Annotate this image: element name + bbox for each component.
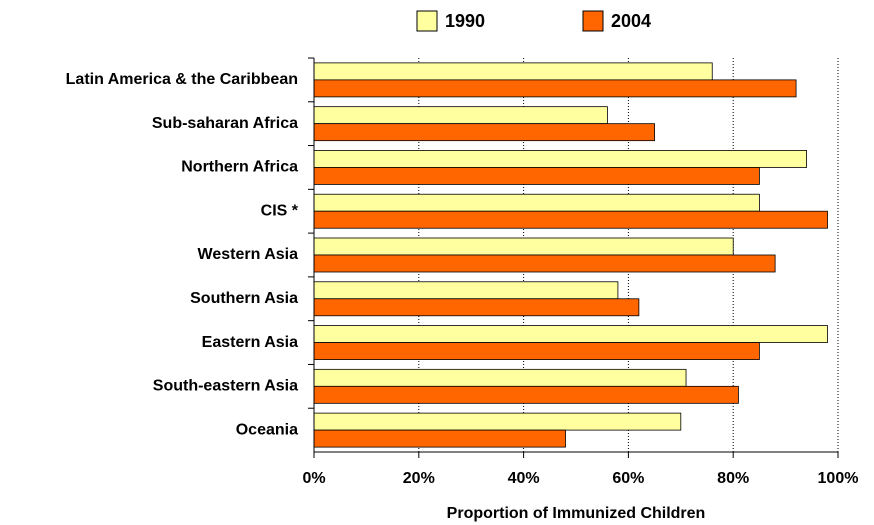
bar [313, 325, 828, 343]
y-tick-label: Western Asia [198, 246, 299, 263]
bar [313, 150, 807, 168]
bar [313, 193, 760, 212]
bar [313, 237, 734, 256]
legend-swatch [416, 10, 438, 32]
legend-label: 1990 [445, 11, 485, 31]
bar [313, 342, 760, 360]
bar [313, 412, 682, 431]
x-tick-label: 60% [612, 470, 644, 487]
x-tick-label: 40% [508, 470, 540, 487]
y-tick-label: Latin America & the Caribbean [66, 71, 298, 88]
bar [313, 79, 797, 98]
y-tick-label: Sub-saharan Africa [152, 115, 298, 132]
bar [313, 298, 640, 317]
bar [313, 106, 608, 125]
bar [313, 62, 713, 81]
x-tick-label: 20% [403, 470, 435, 487]
y-tick-label: Oceania [236, 421, 298, 438]
bar [313, 123, 656, 142]
y-tick-label: Southern Asia [190, 290, 298, 307]
bar [313, 167, 760, 185]
bar [313, 385, 739, 404]
bar [313, 254, 776, 273]
bar [313, 429, 566, 448]
bar [313, 281, 619, 300]
y-tick-label: Eastern Asia [202, 334, 298, 351]
legend-label: 2004 [611, 11, 651, 31]
x-tick-label: 100% [818, 470, 859, 487]
bar [313, 368, 687, 387]
x-tick-label: 0% [302, 470, 325, 487]
y-tick-label: South-eastern Asia [153, 378, 298, 395]
legend-swatch [582, 10, 604, 32]
bar [313, 210, 828, 229]
x-tick-label: 80% [717, 470, 749, 487]
x-axis-label: Proportion of Immunized Children [447, 505, 706, 522]
y-tick-label: CIS * [261, 202, 299, 219]
y-tick-label: Northern Africa [181, 159, 298, 176]
